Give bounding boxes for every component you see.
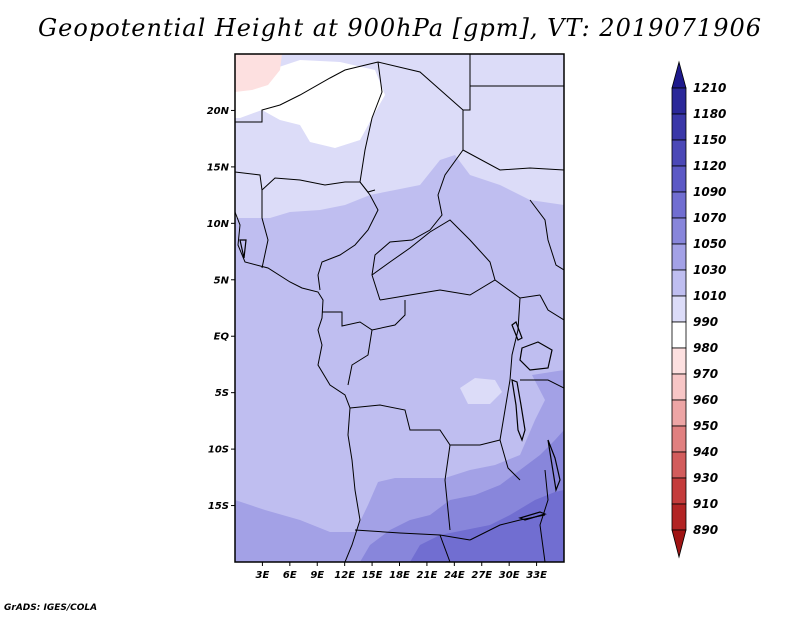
border-niger-nigeria bbox=[261, 177, 360, 191]
lat-label: 15S bbox=[208, 501, 229, 512]
colorbar-swatch bbox=[671, 477, 687, 505]
colorbar-swatch bbox=[671, 321, 687, 349]
border-libya-chad bbox=[377, 61, 464, 111]
border-nigeria-cameroon bbox=[317, 181, 379, 291]
border-niger-chad bbox=[359, 61, 383, 183]
lat-label: 10S bbox=[208, 445, 229, 456]
nile-lake-chad bbox=[359, 181, 376, 193]
lakes bbox=[239, 239, 561, 521]
colorbar-swatch bbox=[671, 373, 687, 401]
border-mali-niger bbox=[235, 61, 379, 123]
colorbar-swatch bbox=[671, 165, 687, 193]
border-drc-congo bbox=[371, 300, 406, 331]
border-car bbox=[371, 219, 496, 281]
colorbar-label: 1050 bbox=[693, 237, 726, 251]
colorbar-label: 960 bbox=[693, 393, 718, 407]
colorbar-label: 1180 bbox=[693, 107, 726, 121]
lon-label: 9E bbox=[310, 570, 324, 581]
colorbar-label: 1210 bbox=[693, 81, 726, 95]
lat-label: 5S bbox=[215, 388, 229, 399]
fill-1120-south bbox=[410, 490, 564, 562]
colorbar-label: 940 bbox=[693, 445, 718, 459]
colorbar-label: 970 bbox=[693, 367, 718, 381]
border-drc-east bbox=[499, 297, 521, 481]
colorbar-swatch bbox=[671, 217, 687, 245]
lon-label: 30E bbox=[499, 570, 520, 581]
colorbar-swatch bbox=[671, 425, 687, 453]
colorbar-label: 1150 bbox=[693, 133, 726, 147]
border-drc-angola bbox=[349, 404, 501, 446]
lake-kariba bbox=[518, 511, 547, 521]
lake-malawi bbox=[547, 439, 561, 493]
colorbar-label: 910 bbox=[693, 497, 718, 511]
lat-label: 15N bbox=[207, 162, 230, 173]
lat-label: 10N bbox=[207, 219, 230, 230]
colorbar-label: 890 bbox=[693, 523, 718, 537]
colorbar-label: 950 bbox=[693, 419, 718, 433]
colorbar-label: 990 bbox=[693, 315, 718, 329]
fill-1010-sahara bbox=[235, 60, 385, 148]
colorbar-bottom-arrow bbox=[671, 529, 687, 559]
border-chad-sudan bbox=[371, 110, 464, 301]
border-angola-namibia bbox=[354, 529, 471, 541]
lon-label: 12E bbox=[334, 570, 355, 581]
border-south-sudan-ethiopia bbox=[529, 199, 564, 271]
colorbar-swatch bbox=[671, 295, 687, 323]
lake-victoria bbox=[519, 341, 553, 371]
country-borders bbox=[235, 54, 564, 562]
border-kenya bbox=[539, 294, 564, 321]
border-botswana bbox=[439, 534, 451, 562]
lon-label: 18E bbox=[389, 570, 410, 581]
lake-volta bbox=[239, 239, 247, 259]
border-congo-gabon bbox=[322, 311, 373, 386]
colorbar-swatch bbox=[671, 503, 687, 531]
lon-label: 6E bbox=[283, 570, 297, 581]
fill-1030-patch bbox=[460, 378, 502, 404]
border-libya-egypt bbox=[463, 54, 471, 111]
colorbar-swatch bbox=[671, 139, 687, 167]
coastline-west bbox=[235, 211, 361, 562]
colorbar-label: 930 bbox=[693, 471, 718, 485]
colorbar-swatch bbox=[671, 113, 687, 141]
colorbar-swatch bbox=[671, 399, 687, 427]
colorbar-label: 1030 bbox=[693, 263, 726, 277]
lon-label: 24E bbox=[444, 570, 465, 581]
colorbar-swatch bbox=[671, 191, 687, 219]
lake-albert bbox=[511, 321, 523, 341]
lat-label: EQ bbox=[214, 332, 230, 343]
border-burkina bbox=[235, 171, 269, 269]
colorbar-swatch bbox=[671, 269, 687, 297]
colorbar: 1210 1180 1150 1120 1090 1070 1050 1030 1010 990 9… bbox=[671, 60, 726, 559]
lat-label: 20N bbox=[207, 106, 230, 117]
grads-credit: GrADS: IGES/COLA bbox=[4, 603, 98, 613]
colorbar-label: 980 bbox=[693, 341, 718, 355]
border-tanzania bbox=[520, 379, 564, 389]
fill-990-corner bbox=[235, 54, 282, 92]
colorbar-swatch bbox=[671, 243, 687, 271]
longitude-labels: 3E 6E 9E 12E 15E 18E 21E 24E 27E 30E 33E bbox=[256, 562, 547, 581]
lon-label: 27E bbox=[471, 570, 492, 581]
colorbar-label: 1010 bbox=[693, 289, 726, 303]
lat-label: 5N bbox=[214, 275, 230, 286]
map-title: Geopotential Height at 900hPa [gpm], VT:… bbox=[38, 14, 762, 42]
border-sudan-south bbox=[462, 149, 564, 171]
colorbar-label: 1070 bbox=[693, 211, 726, 225]
border-angola-zambia bbox=[444, 444, 451, 531]
colorbar-swatch bbox=[671, 347, 687, 375]
colorbar-top-arrow bbox=[671, 60, 687, 89]
colorbar-swatch bbox=[671, 87, 687, 115]
lon-label: 33E bbox=[526, 570, 547, 581]
lake-tanganyika bbox=[511, 379, 526, 442]
contour-fills bbox=[235, 54, 564, 562]
colorbar-label: 1120 bbox=[693, 159, 726, 173]
latitude-labels: 20N 15N 10N 5N EQ 5S 10S 15S bbox=[207, 106, 235, 512]
border-mozambique bbox=[539, 469, 549, 562]
colorbar-label: 1090 bbox=[693, 185, 726, 199]
lon-label: 3E bbox=[256, 570, 270, 581]
lon-label: 15E bbox=[362, 570, 383, 581]
lon-label: 21E bbox=[417, 570, 438, 581]
map-figure: 20N 15N 10N 5N EQ 5S 10S 15S 3E 6E 9E 12E 15E 18E 21E… bbox=[207, 53, 726, 581]
colorbar-swatch bbox=[671, 451, 687, 479]
